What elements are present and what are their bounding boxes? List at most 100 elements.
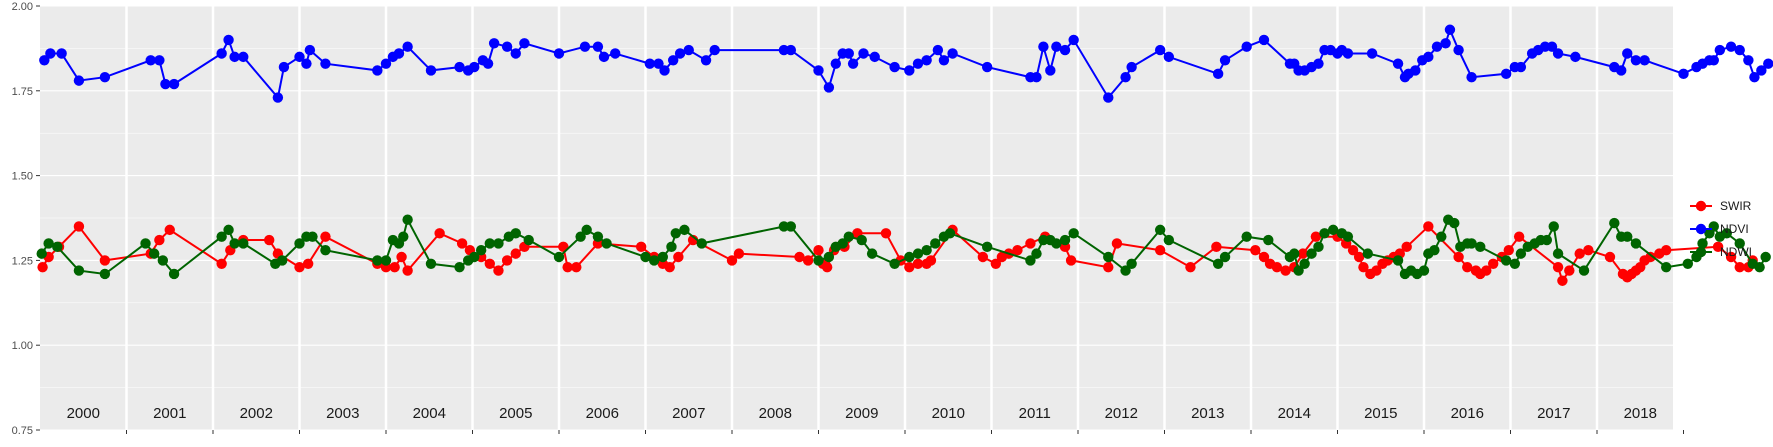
ndvi-point <box>1120 72 1131 83</box>
swir-point <box>402 265 413 276</box>
swir-point <box>635 241 647 253</box>
swir-point <box>1111 238 1123 249</box>
swir-point <box>1012 245 1023 256</box>
ndvi-point <box>921 55 932 66</box>
ndvi-point <box>45 48 56 59</box>
legend-label-ndvi: NDVI <box>1720 222 1749 236</box>
ndvi-point <box>380 58 392 69</box>
ndvi-point <box>1212 68 1224 80</box>
ndvi-point <box>1410 65 1421 76</box>
series-layer <box>36 24 1773 286</box>
ndvi-point <box>1366 48 1378 59</box>
ndwi-point <box>1241 231 1252 242</box>
ndwi-point <box>592 231 604 242</box>
ndwi-point <box>1126 258 1137 269</box>
swir-point <box>510 248 521 259</box>
swir-point <box>302 258 314 269</box>
ndvi-point <box>912 58 924 69</box>
ndvi-point <box>425 65 437 76</box>
ndvi-point <box>1059 44 1071 56</box>
ndwi-point <box>1509 258 1521 269</box>
ndvi-point <box>847 58 859 69</box>
swir-point <box>320 231 331 242</box>
y-tick-label: 0.75 <box>12 425 33 437</box>
ndwi-point <box>469 251 480 263</box>
swir-point <box>1734 261 1745 273</box>
ndvi-point <box>1440 38 1451 49</box>
ndwi-point <box>229 238 240 249</box>
y-tick-label: 2.00 <box>12 1 33 13</box>
year-label: 2003 <box>326 405 359 422</box>
legend-key-point-ndwi <box>1695 246 1707 258</box>
swir-point <box>1645 251 1656 263</box>
ndvi-point <box>1453 44 1464 56</box>
ndvi-point <box>785 44 797 56</box>
swir-point <box>389 261 400 273</box>
grid-layer <box>40 5 1673 431</box>
ndvi-point <box>501 41 513 52</box>
ndvi-point <box>1570 51 1581 63</box>
ndvi-point <box>553 48 565 59</box>
swir-point <box>1488 258 1499 269</box>
year-label: 2013 <box>1191 405 1224 422</box>
year-label: 2009 <box>845 405 878 422</box>
ndwi-point <box>216 231 227 242</box>
swir-point <box>802 255 814 266</box>
ndvi-point <box>1126 61 1137 73</box>
swir-point <box>1453 251 1464 263</box>
ndvi-point <box>301 58 312 69</box>
ndvi-point <box>1045 65 1056 76</box>
ndwi-point <box>52 241 63 253</box>
swir-point <box>396 251 407 263</box>
swir-point <box>1604 251 1616 263</box>
swir-point <box>726 255 738 266</box>
swir-point <box>1297 248 1309 259</box>
swir-point <box>1280 265 1291 276</box>
ndvi-point <box>168 78 180 90</box>
swir-point <box>821 261 833 273</box>
ndwi-point <box>402 214 413 225</box>
ndvi-point <box>592 41 604 52</box>
ndvi-point <box>1708 55 1719 66</box>
ndwi-point <box>904 251 915 263</box>
ndvi-point <box>1622 48 1633 59</box>
ndvi-point <box>73 75 85 86</box>
ndvi-point <box>700 55 712 66</box>
ndwi-point <box>1319 228 1330 239</box>
legend-label-ndwi: NDWI <box>1720 245 1752 259</box>
ndwi-point <box>1299 258 1310 269</box>
swir-point <box>1358 261 1369 273</box>
swir-point <box>1401 241 1412 253</box>
ndvi-point <box>223 34 234 46</box>
ndvi-point <box>659 65 670 76</box>
ndwi-point <box>294 238 305 249</box>
ndwi-point <box>921 245 932 256</box>
swir-point <box>1065 255 1077 266</box>
ndvi-point <box>99 72 111 83</box>
ndvi-point <box>1444 24 1456 35</box>
ndvi-point <box>1031 72 1042 83</box>
swir-point <box>1271 261 1283 273</box>
ndwi-point <box>1306 248 1317 259</box>
ndwi-point <box>837 238 848 249</box>
ndvi-point <box>488 38 500 49</box>
ndvi-point <box>145 55 156 66</box>
ndvi-point <box>813 65 824 76</box>
year-label: 2010 <box>932 405 965 422</box>
year-label: 2008 <box>759 405 792 422</box>
ndwi-point <box>1392 255 1404 266</box>
ndwi-point <box>813 255 824 266</box>
ndwi-point <box>843 231 854 242</box>
swir-point <box>925 255 937 266</box>
ndwi-point <box>1068 228 1079 239</box>
ndwi-point <box>140 238 151 249</box>
ndwi-point <box>823 251 835 263</box>
swir-point <box>990 258 1002 269</box>
ndwi-point <box>1630 238 1642 249</box>
swir-point <box>456 238 468 249</box>
ndvi-point <box>653 58 664 69</box>
ndvi-point <box>272 92 284 103</box>
legend-key-point-swir <box>1695 200 1707 212</box>
ndwi-point <box>1515 248 1527 259</box>
ndwi-point <box>866 248 878 259</box>
